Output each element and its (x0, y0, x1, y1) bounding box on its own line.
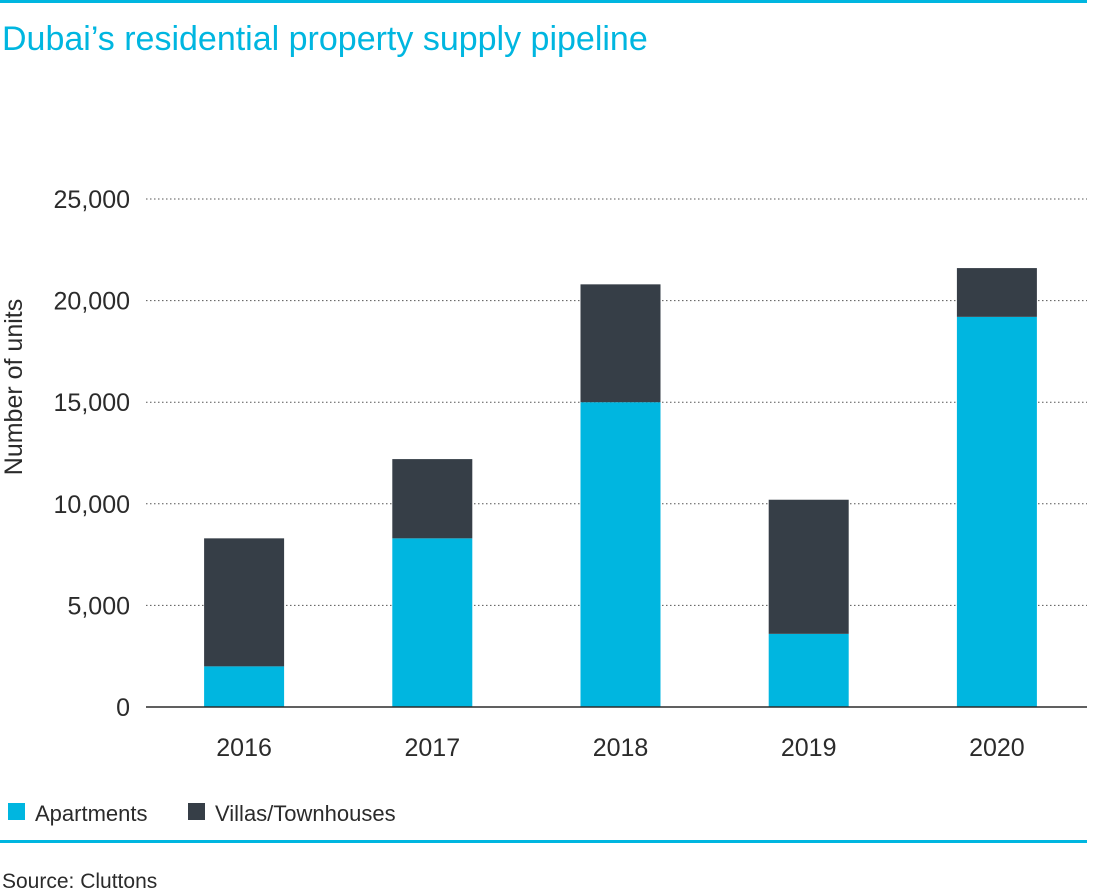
x-tick-label: 2017 (404, 734, 460, 762)
y-axis-ticks: 0 5,000 10,000 15,000 20,000 25,000 (54, 186, 130, 722)
y-axis-title: Number of units (0, 299, 28, 475)
chart-title: Dubai’s residential property supply pipe… (2, 20, 648, 58)
bar-segment (768, 499, 849, 634)
y-tick-label: 25,000 (54, 186, 130, 214)
y-tick-label: 0 (116, 694, 130, 722)
bar-segment (204, 666, 285, 707)
x-tick-label: 2016 (216, 734, 272, 762)
bar-segment (392, 538, 473, 707)
top-rule (0, 0, 1087, 3)
legend-label: Villas/Townhouses (215, 801, 396, 826)
legend-label: Apartments (35, 801, 148, 826)
y-tick-label: 15,000 (54, 389, 130, 417)
legend-swatch (188, 803, 205, 820)
gridlines (146, 198, 1087, 606)
x-tick-label: 2019 (781, 734, 837, 762)
bar-segment (580, 402, 661, 707)
bar-segment (956, 316, 1037, 707)
bar-segment (768, 633, 849, 707)
y-tick-label: 5,000 (67, 592, 130, 620)
bars (204, 268, 1037, 707)
bar-segment (580, 284, 661, 403)
bar-segment (204, 538, 285, 667)
x-axis-ticks: 2016 2017 2018 2019 2020 (216, 734, 1024, 762)
source-note: Source: Cluttons (2, 870, 158, 893)
y-tick-label: 20,000 (54, 288, 130, 316)
bar-segment (392, 459, 473, 539)
x-tick-label: 2018 (593, 734, 649, 762)
legend: Apartments Villas/Townhouses (8, 801, 396, 826)
x-tick-label: 2020 (969, 734, 1025, 762)
legend-swatch (8, 803, 25, 820)
bar-segment (956, 268, 1037, 317)
bottom-rule (0, 840, 1087, 843)
y-tick-label: 10,000 (54, 491, 130, 519)
